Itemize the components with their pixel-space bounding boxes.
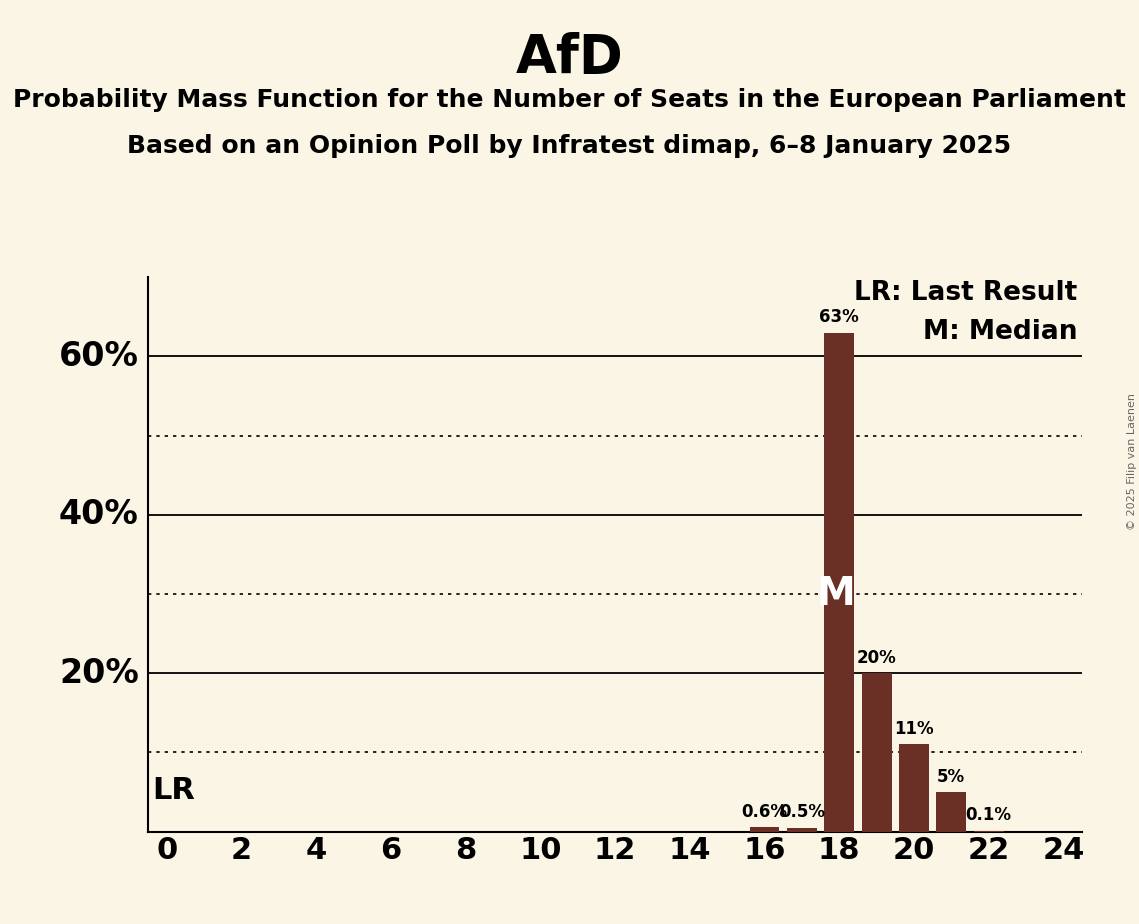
Bar: [787, 828, 817, 832]
Bar: [899, 745, 929, 832]
Text: Based on an Opinion Poll by Infratest dimap, 6–8 January 2025: Based on an Opinion Poll by Infratest di…: [128, 134, 1011, 158]
Text: 0.6%: 0.6%: [741, 803, 787, 821]
Text: M: Median: M: Median: [923, 319, 1077, 345]
Text: M: M: [817, 575, 855, 613]
Text: 40%: 40%: [59, 498, 139, 531]
Text: LR: LR: [151, 776, 195, 805]
Text: 11%: 11%: [894, 720, 934, 738]
Bar: [825, 333, 854, 832]
Text: © 2025 Filip van Laenen: © 2025 Filip van Laenen: [1126, 394, 1137, 530]
Text: 0.1%: 0.1%: [966, 807, 1011, 824]
Text: AfD: AfD: [516, 32, 623, 84]
Bar: [749, 827, 779, 832]
Bar: [861, 674, 892, 832]
Text: 63%: 63%: [819, 309, 859, 326]
Text: 20%: 20%: [857, 649, 896, 667]
Bar: [936, 792, 966, 832]
Text: 20%: 20%: [59, 657, 139, 689]
Text: LR: Last Result: LR: Last Result: [854, 280, 1077, 306]
Text: Probability Mass Function for the Number of Seats in the European Parliament: Probability Mass Function for the Number…: [13, 88, 1126, 112]
Text: 60%: 60%: [59, 340, 139, 373]
Text: 5%: 5%: [937, 768, 966, 785]
Text: 0.5%: 0.5%: [779, 803, 825, 821]
